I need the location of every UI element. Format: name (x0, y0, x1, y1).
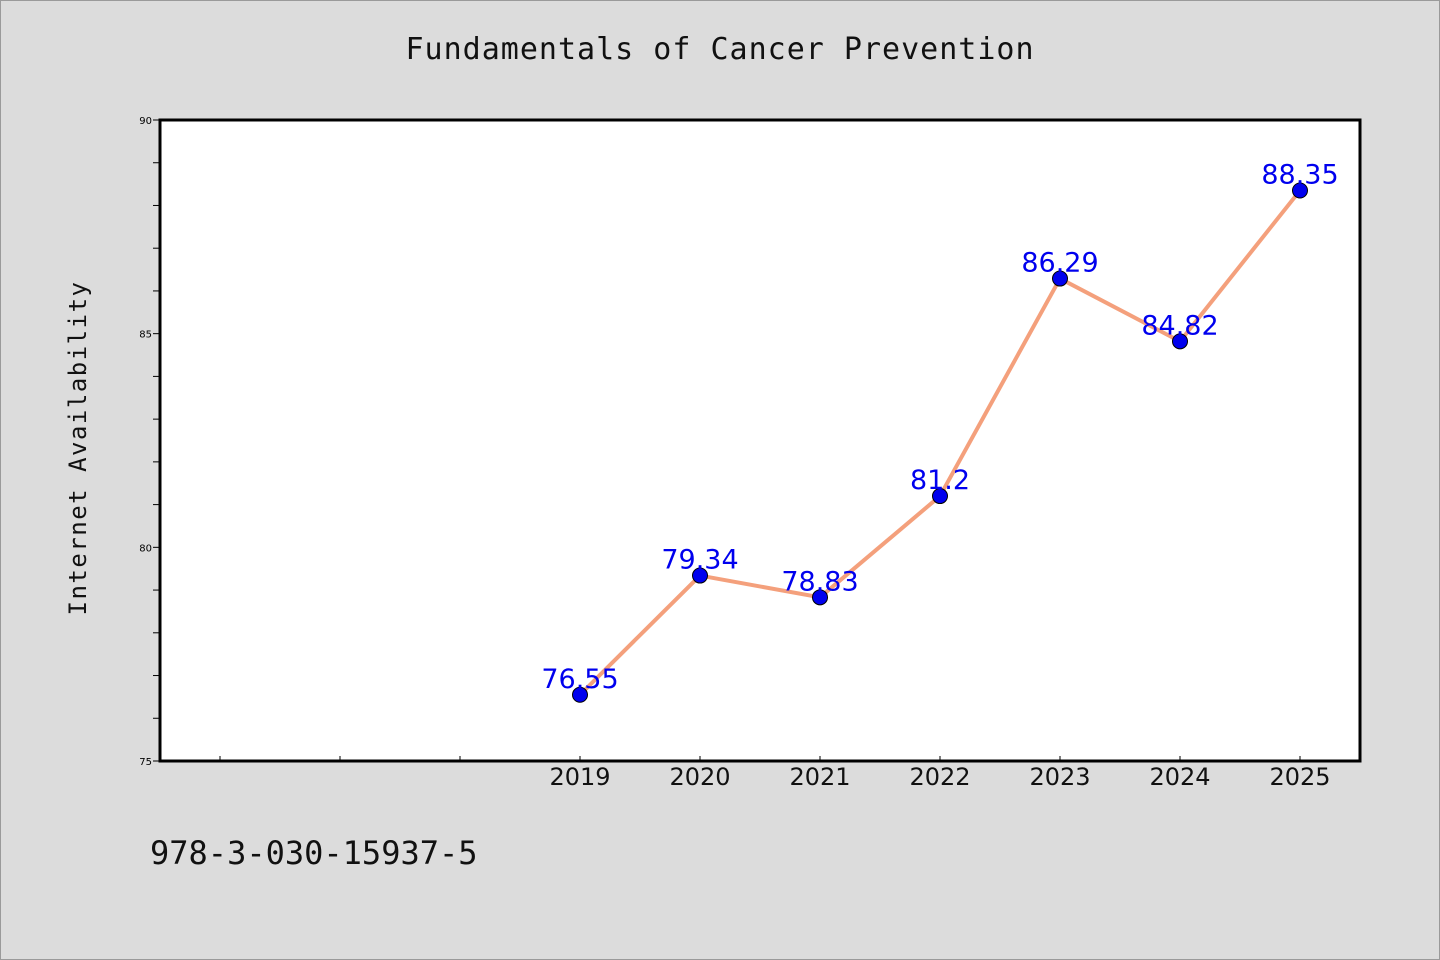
series-markers (572, 182, 1308, 703)
data-label: 76.55 (541, 664, 618, 695)
x-tick-label: 2023 (1029, 763, 1090, 791)
data-label: 86.29 (1021, 248, 1098, 279)
data-label: 81.2 (910, 465, 970, 496)
y-tick-label: 90 (139, 116, 152, 127)
data-label: 79.34 (661, 545, 738, 576)
x-tick-label: 2020 (669, 763, 730, 791)
y-tick-label: 85 (139, 330, 152, 341)
data-point (812, 589, 828, 606)
data-labels: 76.55 79.34 78.83 81.2 86.29 84.82 88.35 (541, 160, 1338, 695)
data-label: 78.83 (781, 566, 858, 597)
data-label: 84.82 (1141, 310, 1218, 341)
data-point (1052, 270, 1068, 287)
y-tick-label: 80 (139, 543, 152, 554)
isbn-text: 978-3-030-15937-5 (150, 834, 478, 872)
data-point (692, 567, 708, 584)
data-point (572, 686, 588, 703)
data-label: 88.35 (1261, 160, 1338, 191)
x-tick-label: 2025 (1269, 763, 1330, 791)
y-tick-label: 75 (139, 757, 152, 768)
y-axis: 75 80 85 90 (139, 116, 160, 768)
x-tick-label: 2024 (1149, 763, 1210, 791)
data-point (932, 488, 948, 505)
x-tick-label: 2021 (789, 763, 850, 791)
data-point (1292, 182, 1308, 199)
plot-area (158, 118, 1362, 763)
data-point (1172, 333, 1188, 350)
x-tick-label: 2019 (549, 763, 610, 791)
chart-title: Fundamentals of Cancer Prevention (405, 32, 1035, 67)
x-tick-label: 2022 (909, 763, 970, 791)
x-axis: 2019 2020 2021 2022 2023 2024 2025 (219, 756, 1331, 791)
